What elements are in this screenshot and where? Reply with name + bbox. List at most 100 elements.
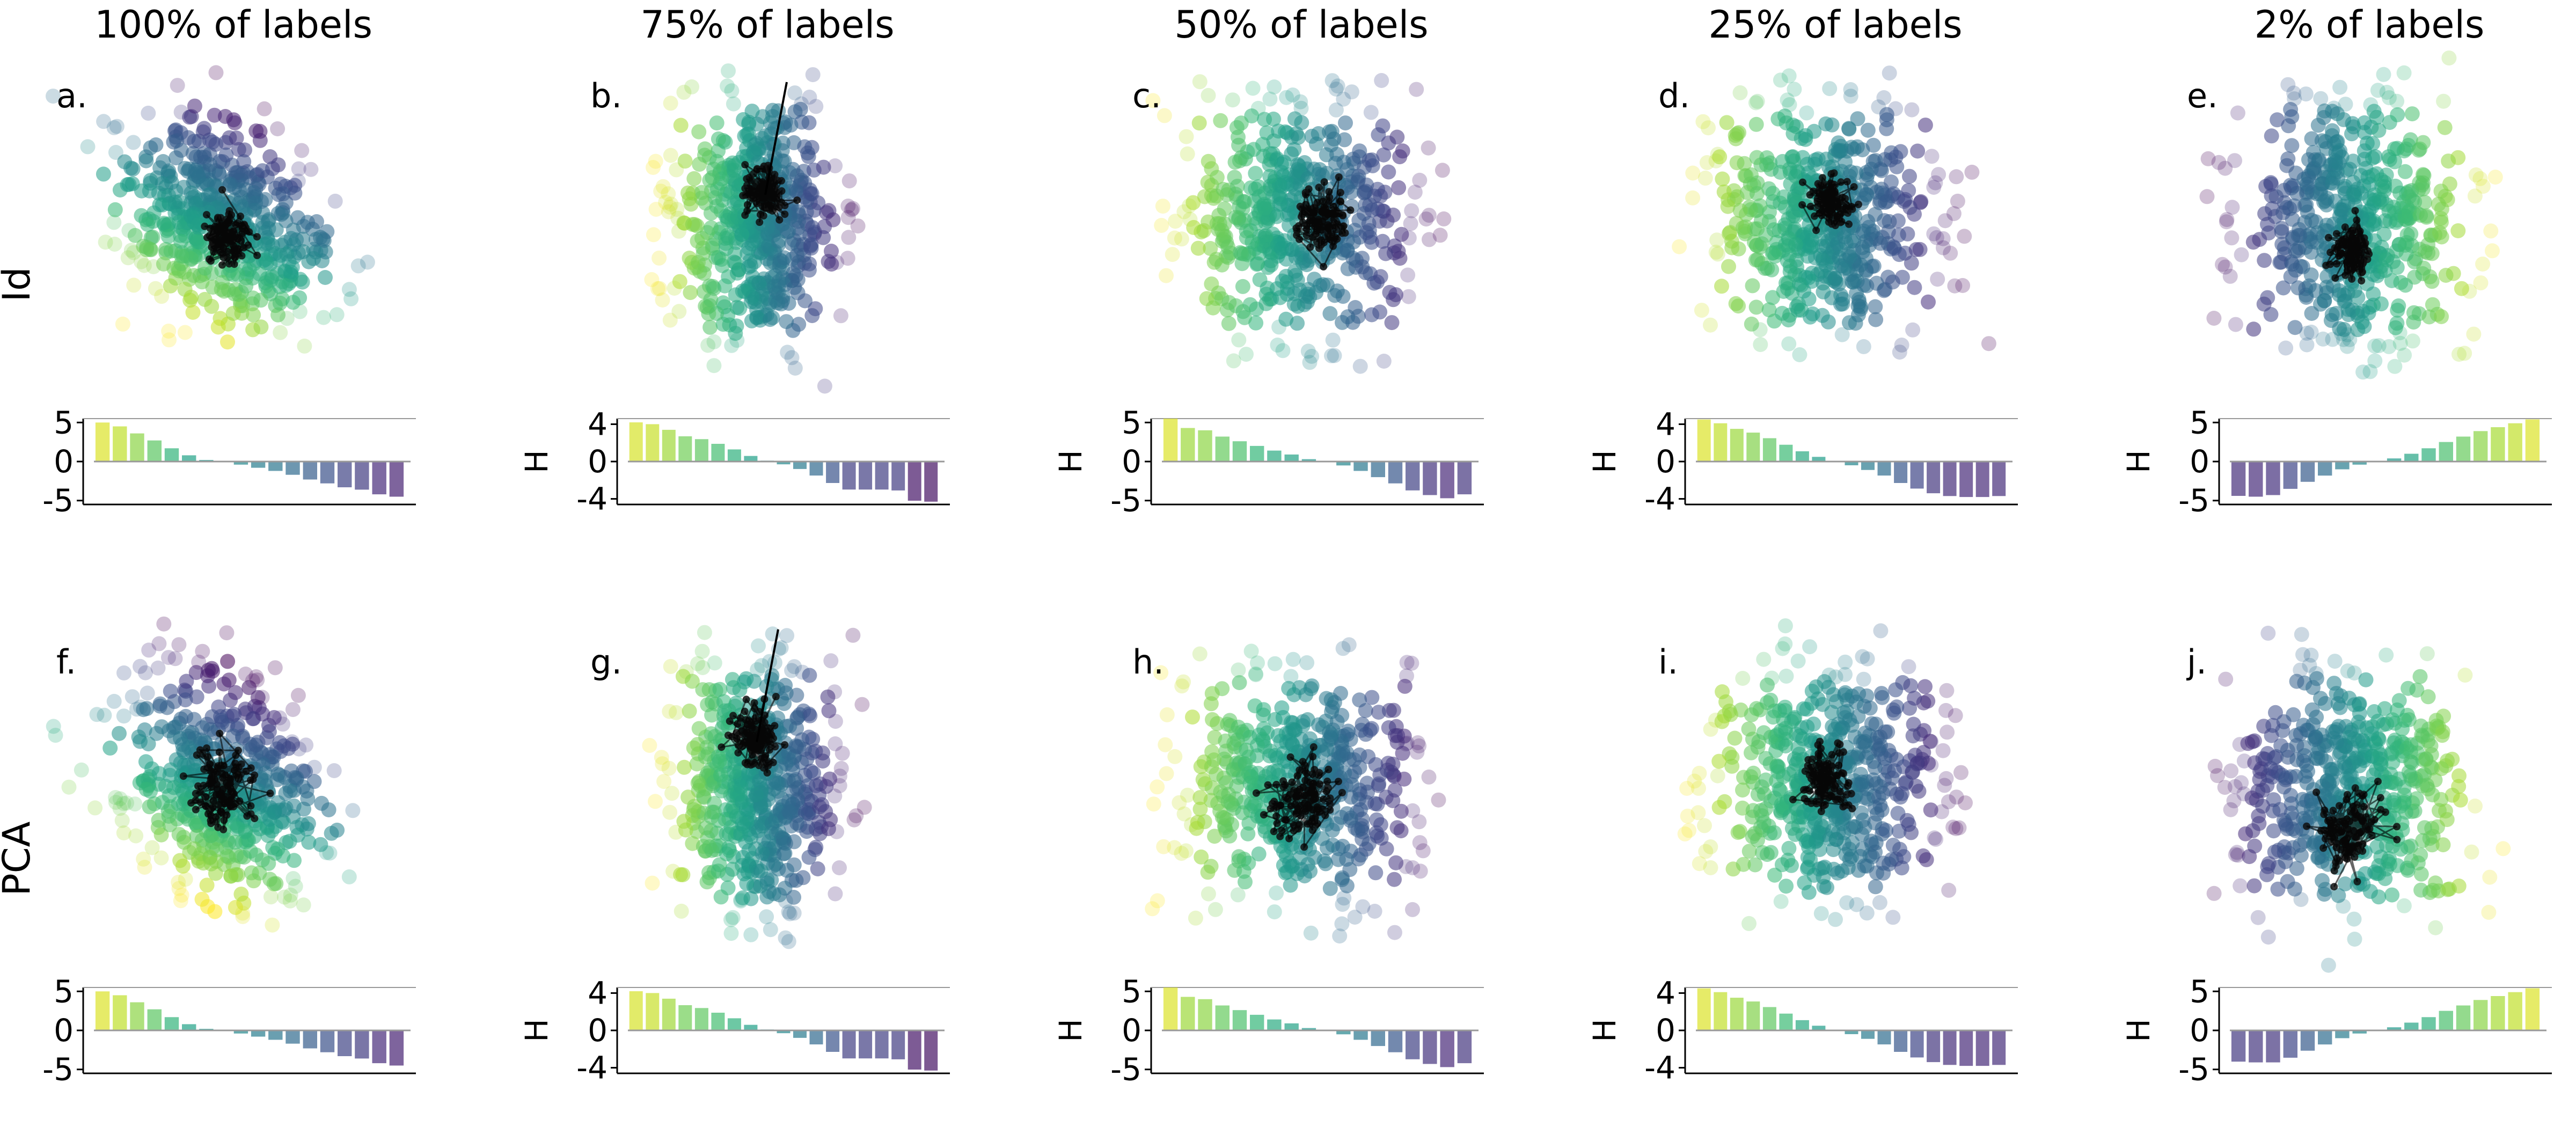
- scatter-point: [817, 378, 832, 394]
- scatter-point: [784, 350, 800, 365]
- scatter-point: [2278, 340, 2294, 356]
- bar: [662, 998, 676, 1030]
- y-axis-label: H: [518, 450, 555, 473]
- scatter-point: [724, 83, 740, 99]
- scatter-point: [2434, 309, 2449, 324]
- scatter-point: [1749, 186, 1765, 201]
- scatter-point: [127, 228, 143, 243]
- scatter-point: [1327, 348, 1342, 363]
- bar: [711, 1013, 725, 1030]
- scatter-point: [189, 165, 204, 180]
- scatter-point: [1724, 240, 1740, 255]
- scatter-point: [2283, 102, 2299, 117]
- scatter-point: [1780, 275, 1796, 290]
- scatter-point: [1248, 166, 1263, 181]
- bar: [678, 1005, 692, 1030]
- bar: [1215, 436, 1230, 462]
- scatter-point: [1784, 149, 1800, 165]
- scatter-point: [642, 738, 657, 753]
- scatter-point: [2224, 230, 2240, 246]
- scatter-point: [713, 767, 728, 783]
- scatter-point: [246, 307, 261, 323]
- panel-letter: e.: [2187, 76, 2218, 115]
- scatter-point: [804, 308, 820, 324]
- y-tick-label: 5: [1122, 404, 1141, 441]
- scatter-point: [721, 63, 736, 79]
- scatter-point: [1340, 242, 1355, 258]
- scatter-point: [1964, 164, 1980, 180]
- scatter-point: [173, 104, 189, 120]
- bar: [2266, 462, 2280, 495]
- scatter-point: [106, 215, 122, 230]
- bar: [629, 422, 643, 462]
- scatter-point: [795, 664, 810, 680]
- scatter-point: [2311, 152, 2327, 167]
- scatter-point: [1773, 195, 1788, 211]
- scatter-point: [1287, 264, 1302, 279]
- scatter-point: [2355, 364, 2371, 380]
- scatter-point: [267, 660, 283, 676]
- scatter-point: [1155, 199, 1170, 214]
- scatter-point: [663, 148, 678, 163]
- scatter-point: [2332, 79, 2348, 95]
- scatter-point: [1364, 690, 1380, 705]
- scatter-point: [1421, 140, 1436, 156]
- scatter-point: [1347, 910, 1363, 925]
- scatter-point: [180, 130, 196, 145]
- scatter-point: [1904, 102, 1920, 118]
- scatter-point: [301, 816, 316, 831]
- scatter-point: [1436, 211, 1452, 226]
- bar: [2456, 436, 2471, 462]
- scatter-point: [734, 227, 750, 242]
- scatter-point: [1759, 150, 1775, 165]
- scatter-point: [1394, 226, 1409, 242]
- scatter-point: [341, 869, 357, 884]
- scatter-point: [1837, 229, 1853, 245]
- scatter-point: [173, 730, 188, 746]
- scatter-point: [733, 892, 749, 908]
- scatter-point: [273, 325, 288, 340]
- scatter-point: [1240, 826, 1256, 841]
- scatter-point: [1150, 779, 1165, 795]
- scatter-point: [1239, 347, 1254, 362]
- scatter-point: [1386, 207, 1401, 223]
- scatter-point: [690, 775, 706, 791]
- scatter-point: [723, 926, 739, 941]
- scatter-point: [153, 850, 169, 866]
- bar: [1232, 441, 1247, 462]
- bar: [2473, 431, 2488, 462]
- scatter-point: [777, 250, 792, 266]
- scatter-point: [2382, 152, 2397, 167]
- scatter-point: [173, 233, 188, 249]
- scatter-plot: [644, 63, 866, 394]
- scatter-point: [759, 219, 775, 235]
- scatter-point: [2454, 281, 2469, 296]
- y-tick-label: 4: [1656, 406, 1675, 442]
- scatter-point: [1239, 223, 1254, 239]
- bar: [842, 1030, 856, 1059]
- bar: [1910, 462, 1924, 489]
- scatter-point: [1853, 257, 1869, 273]
- scatter-point: [1185, 195, 1201, 210]
- embedding-cluster: [1798, 169, 1862, 235]
- scatter-point: [1221, 316, 1236, 331]
- scatter-point: [1230, 179, 1245, 194]
- scatter-point: [1918, 118, 1933, 133]
- bar: [1267, 450, 1282, 462]
- scatter-point: [1145, 93, 1161, 108]
- scatter-point: [134, 254, 149, 269]
- scatter-point: [80, 139, 96, 155]
- scatter-point: [713, 889, 729, 905]
- scatter-point: [712, 682, 728, 697]
- panel: b.40-4H: [518, 63, 950, 517]
- scatter-point: [1328, 102, 1344, 118]
- scatter-point: [1709, 232, 1725, 248]
- bar: [355, 1030, 369, 1059]
- scatter-point: [1843, 82, 1858, 97]
- embedding-trajectory: [1294, 177, 1353, 268]
- scatter-point: [140, 685, 155, 701]
- bar: [1353, 462, 1368, 471]
- scatter-point: [845, 201, 861, 216]
- scatter-point: [156, 257, 171, 272]
- scatter-point: [267, 804, 282, 820]
